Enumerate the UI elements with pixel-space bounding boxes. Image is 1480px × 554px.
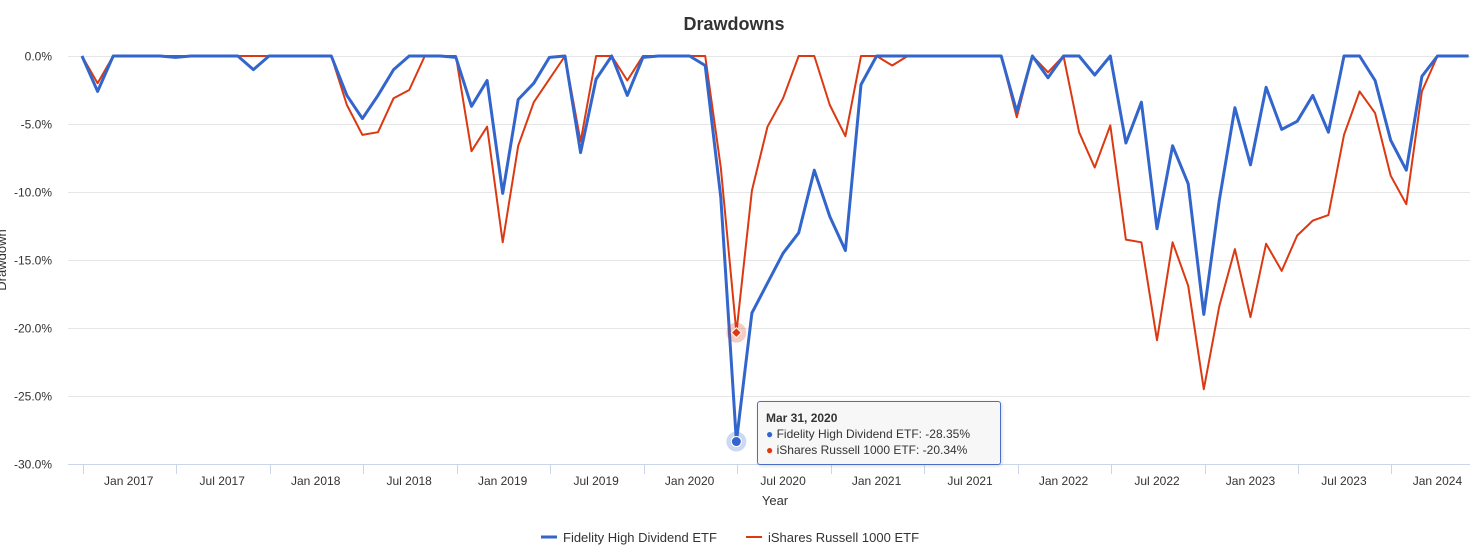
x-tick-label: Jan 2018 xyxy=(291,474,341,488)
legend-item-ishares[interactable]: iShares Russell 1000 ETF xyxy=(746,530,919,545)
tooltip-date: Mar 31, 2020 xyxy=(766,411,838,425)
y-axis-ticks: 0.0% -5.0% -10.0% -15.0% -20.0% -25.0% -30.0% xyxy=(14,50,52,472)
x-tick-label: Jan 2021 xyxy=(852,474,902,488)
legend-item-fidelity[interactable]: Fidelity High Dividend ETF xyxy=(541,530,717,545)
series-dot-icon: ● xyxy=(766,443,774,457)
x-axis-title: Year xyxy=(762,493,789,508)
chart-title: Drawdowns xyxy=(683,14,784,34)
data-point-marker-ishares xyxy=(730,326,743,339)
gridlines xyxy=(68,56,1470,397)
y-tick-label: -5.0% xyxy=(21,118,53,132)
y-axis-title: Drawdown xyxy=(0,229,9,290)
series-line-fidelity xyxy=(80,54,1469,444)
x-tick-label: Jul 2019 xyxy=(573,474,619,488)
x-tick-label: Jul 2018 xyxy=(386,474,432,488)
x-tick-label: Jul 2021 xyxy=(947,474,993,488)
y-tick-label: -15.0% xyxy=(14,254,52,268)
y-tick-label: 0.0% xyxy=(25,50,53,64)
x-tick-label: Jul 2023 xyxy=(1321,474,1367,488)
legend: Fidelity High Dividend ETF iShares Russe… xyxy=(541,530,919,545)
y-tick-label: -20.0% xyxy=(14,322,52,336)
series-line-ishares xyxy=(81,55,1469,391)
x-tick-label: Jan 2017 xyxy=(104,474,154,488)
x-tick-label: Jul 2020 xyxy=(760,474,806,488)
x-tick-label: Jan 2022 xyxy=(1039,474,1089,488)
x-tick-label: Jan 2020 xyxy=(665,474,715,488)
data-point-marker-fidelity xyxy=(730,436,742,448)
tooltip-line-ishares: iShares Russell 1000 ETF: -20.34% xyxy=(776,443,968,457)
legend-label: Fidelity High Dividend ETF xyxy=(563,530,717,545)
hover-markers xyxy=(726,322,747,452)
y-tick-label: -30.0% xyxy=(14,458,52,472)
tooltip-line-fidelity: Fidelity High Dividend ETF: -28.35% xyxy=(776,427,971,441)
series-lines xyxy=(80,54,1469,444)
y-tick-label: -10.0% xyxy=(14,186,52,200)
series-dot-icon: ● xyxy=(766,427,774,441)
y-tick-label: -25.0% xyxy=(14,390,52,404)
legend-label: iShares Russell 1000 ETF xyxy=(768,530,919,545)
x-tick-label: Jul 2022 xyxy=(1134,474,1180,488)
tooltip: Mar 31, 2020 ● Fidelity High Dividend ET… xyxy=(757,401,1001,465)
x-tick-label: Jan 2024 xyxy=(1413,474,1463,488)
x-tick-label: Jul 2017 xyxy=(200,474,246,488)
x-axis-ticks: Jan 2017 Jul 2017 Jan 2018 Jul 2018 Jan 2019… xyxy=(83,464,1463,488)
x-tick-label: Jan 2023 xyxy=(1226,474,1276,488)
x-tick-label: Jan 2019 xyxy=(478,474,528,488)
